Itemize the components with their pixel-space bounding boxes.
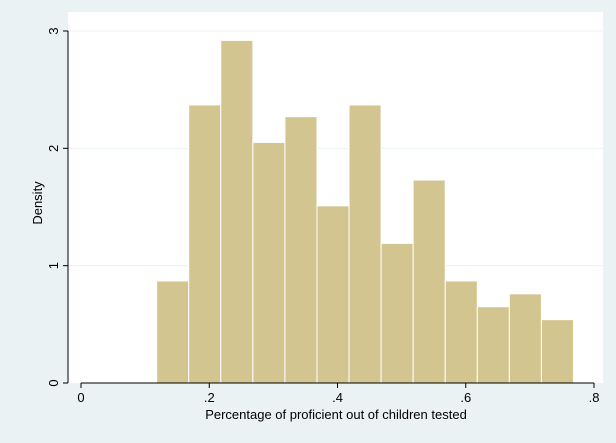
axes: 0 1 2 3 0 .2 .4 .6 .8 [46,27,599,405]
y-axis-label: Density [30,181,45,225]
histogram-bar-9 [412,179,446,384]
histogram-bar-6 [316,205,350,384]
x-tick-label-4: .8 [589,390,600,405]
y-tick-label-3: 3 [46,27,61,34]
histogram-bar-2 [188,104,222,384]
histogram-bar-12 [508,293,542,384]
histogram-bar-13 [540,319,574,384]
histogram-bar-4 [252,141,286,384]
x-tick-label-0: 0 [77,390,84,405]
x-tick-label-1: .2 [204,390,215,405]
y-tick-label-1: 1 [46,262,61,269]
y-tick-label-0: 0 [46,379,61,386]
histogram-bar-5 [284,116,318,384]
histogram-bar-7 [348,104,382,384]
histogram-bar-10 [444,280,478,384]
histogram-bar-8 [380,242,414,384]
bars [156,39,574,384]
x-tick-label-2: .4 [332,390,343,405]
y-tick-label-2: 2 [46,145,61,152]
x-tick-label-3: .6 [460,390,471,405]
histogram-bar-1 [156,280,190,384]
histogram-bar-3 [220,39,254,384]
x-axis-label: Percentage of proficient out of children… [205,407,467,422]
histogram-bar-11 [476,306,510,384]
